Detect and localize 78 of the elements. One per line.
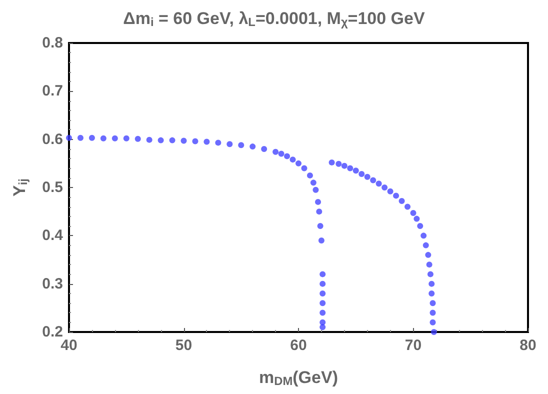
x-tick-label: 60 xyxy=(290,337,307,354)
point xyxy=(215,140,222,146)
point xyxy=(404,204,411,210)
point xyxy=(123,135,130,142)
point xyxy=(180,138,187,144)
point xyxy=(347,165,354,172)
y-tick-label: 0.5 xyxy=(42,179,63,196)
y-tick-label: 0.3 xyxy=(42,275,63,292)
point xyxy=(272,148,279,155)
point xyxy=(398,198,405,204)
point xyxy=(250,144,256,150)
point xyxy=(112,135,118,142)
y-tick-label: 0.7 xyxy=(42,82,63,100)
point xyxy=(320,324,326,330)
point xyxy=(430,329,437,335)
point xyxy=(77,134,84,141)
point xyxy=(341,162,348,169)
point xyxy=(66,134,72,141)
point xyxy=(317,223,324,230)
x-tick-label: 50 xyxy=(175,337,192,354)
y-tick-label: 0.4 xyxy=(42,227,64,244)
x-tick-label: 80 xyxy=(520,337,536,354)
point xyxy=(315,198,322,205)
point xyxy=(158,137,164,144)
point xyxy=(320,280,326,287)
point xyxy=(318,237,324,244)
point xyxy=(284,153,290,160)
point xyxy=(320,290,326,296)
point xyxy=(430,310,436,316)
point xyxy=(420,232,427,239)
point xyxy=(192,138,198,144)
point xyxy=(414,216,420,222)
point xyxy=(134,136,141,142)
point xyxy=(226,141,233,148)
point xyxy=(261,146,268,152)
point xyxy=(382,184,388,190)
y-axis-title: Yij xyxy=(10,178,30,196)
point xyxy=(310,180,316,186)
point xyxy=(88,134,95,141)
point xyxy=(306,172,313,178)
point xyxy=(320,271,326,278)
y-tick-label: 0.8 xyxy=(42,34,63,52)
x-tick-label: 40 xyxy=(60,337,78,354)
point xyxy=(301,165,308,172)
point xyxy=(316,208,322,215)
point xyxy=(370,177,376,184)
point xyxy=(320,310,326,316)
point xyxy=(238,142,244,148)
point xyxy=(428,290,435,296)
x-tick-label: 70 xyxy=(404,337,422,354)
point xyxy=(204,138,210,145)
point xyxy=(393,192,400,199)
point xyxy=(410,210,416,216)
point xyxy=(290,156,296,163)
point xyxy=(336,160,342,167)
point xyxy=(328,159,335,166)
point xyxy=(100,135,106,142)
point xyxy=(320,300,326,306)
point xyxy=(417,223,424,230)
point xyxy=(169,137,176,144)
point xyxy=(376,180,382,187)
point xyxy=(425,252,432,258)
point xyxy=(428,280,435,287)
y-tick-label: 0.2 xyxy=(42,324,63,340)
point xyxy=(430,319,436,326)
point xyxy=(387,188,394,194)
point xyxy=(364,174,370,180)
point xyxy=(426,262,432,268)
point xyxy=(312,186,319,193)
point xyxy=(296,160,302,166)
point xyxy=(146,136,152,143)
point xyxy=(422,242,429,248)
point xyxy=(358,171,365,178)
point xyxy=(430,300,436,306)
point xyxy=(278,150,284,157)
point xyxy=(352,168,359,174)
y-tick-label: 0.6 xyxy=(42,130,63,148)
point xyxy=(427,271,434,278)
